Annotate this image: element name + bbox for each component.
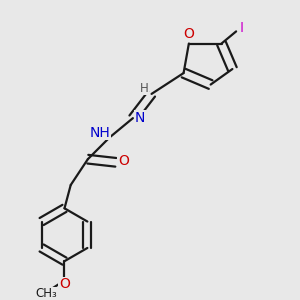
Text: O: O <box>183 27 194 41</box>
Text: N: N <box>135 111 145 125</box>
Text: H: H <box>140 82 148 95</box>
Text: O: O <box>118 154 129 168</box>
Text: CH₃: CH₃ <box>35 287 57 300</box>
Text: O: O <box>59 278 70 292</box>
Text: NH: NH <box>90 126 111 140</box>
Text: I: I <box>240 21 244 35</box>
